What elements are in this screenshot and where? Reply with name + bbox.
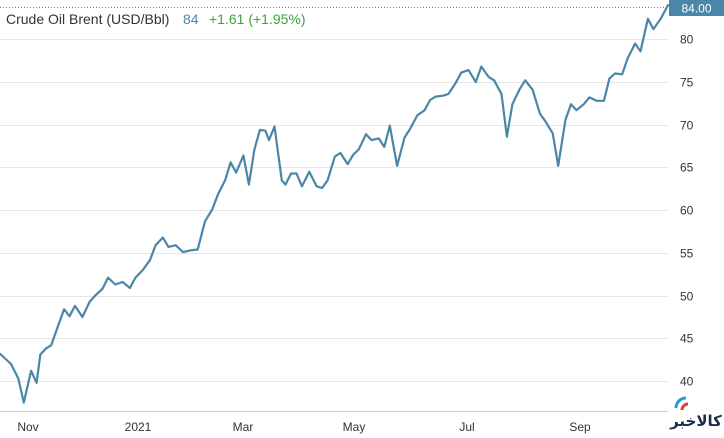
last-value: 84 (183, 11, 199, 27)
price-tag-bg (669, 0, 724, 16)
y-tick-label: 75 (680, 76, 694, 90)
y-tick-label: 40 (680, 375, 694, 389)
y-axis-labels: 40 45 50 55 60 65 70 75 80 (680, 33, 694, 389)
chart-title: Crude Oil Brent (USD/Bbl) (6, 11, 169, 27)
signal-arc-icon (680, 402, 689, 411)
price-tag-label: 84.00 (681, 2, 711, 16)
watermark-logo: کالاخبر (669, 396, 722, 430)
x-tick-label: Mar (233, 420, 254, 434)
x-tick-label: May (343, 420, 366, 434)
y-tick-label: 50 (680, 290, 694, 304)
price-tag: 84.00 (669, 0, 724, 16)
price-change: +1.61 (+1.95%) (209, 11, 306, 27)
y-tick-label: 55 (680, 247, 694, 261)
chart-header: Crude Oil Brent (USD/Bbl) 84 +1.61 (+1.9… (6, 11, 306, 27)
y-tick-label: 65 (680, 161, 694, 175)
x-tick-label: 2021 (125, 420, 152, 434)
y-tick-label: 70 (680, 119, 694, 133)
y-tick-label: 60 (680, 204, 694, 218)
x-tick-label: Sep (569, 420, 591, 434)
y-tick-label: 80 (680, 33, 694, 47)
signal-arc-icon (674, 396, 687, 409)
x-tick-label: Jul (459, 420, 474, 434)
grid-lines (0, 39, 668, 382)
y-tick-label: 45 (680, 332, 694, 346)
series-line (0, 3, 670, 404)
x-axis-labels: Nov 2021 Mar May Jul Sep (17, 420, 591, 434)
x-tick-label: Nov (17, 420, 38, 434)
watermark-text: کالاخبر (669, 412, 722, 430)
